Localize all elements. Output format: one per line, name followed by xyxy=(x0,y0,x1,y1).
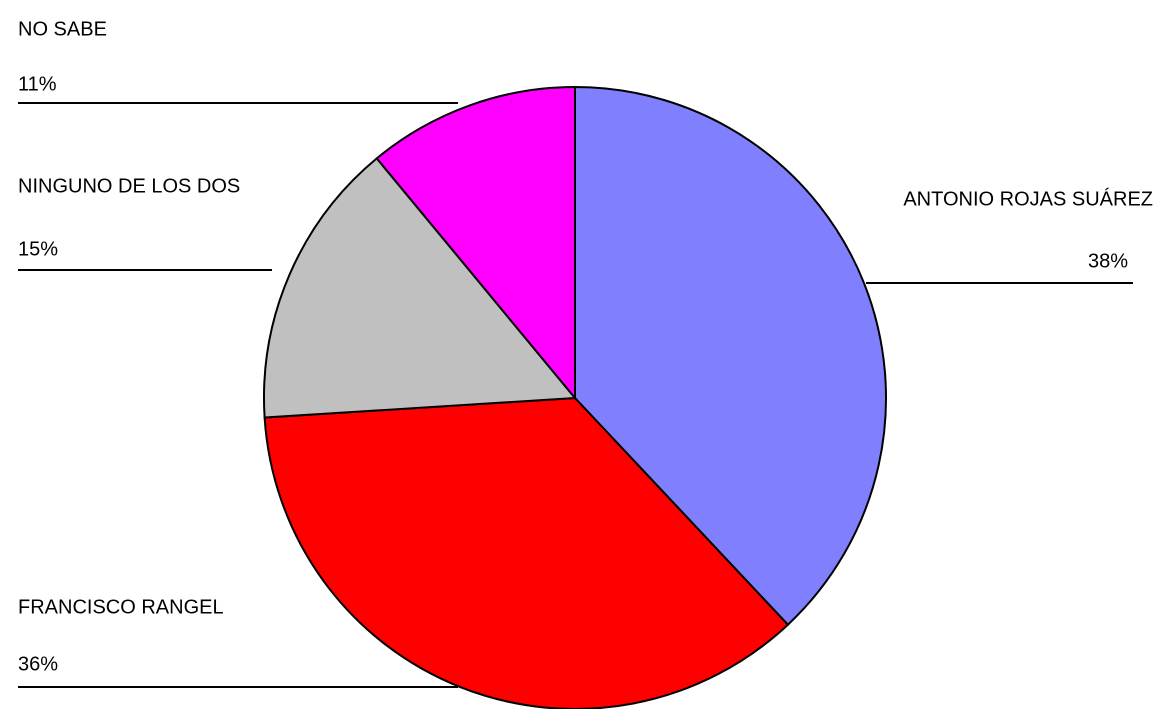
slice-label: NINGUNO DE LOS DOS xyxy=(18,175,240,197)
slice-value-label: 36% xyxy=(18,653,58,675)
pie-slice xyxy=(574,85,887,627)
slice-label: ANTONIO ROJAS SUÁREZ xyxy=(903,187,1153,210)
slice-value-label: 15% xyxy=(18,238,58,260)
pie-slice xyxy=(263,156,578,419)
slice-label: NO SABE xyxy=(18,18,107,40)
pie xyxy=(263,85,887,709)
labels: ANTONIO ROJAS SUÁREZ 38% FRANCISCO RANGEL 3… xyxy=(18,18,1153,688)
pie-slice xyxy=(375,85,576,401)
slice-value-label: 11% xyxy=(18,73,57,95)
pie-slice xyxy=(263,396,790,709)
slice-label: FRANCISCO RANGEL xyxy=(18,596,224,618)
slice-value-label: 38% xyxy=(1088,250,1128,272)
